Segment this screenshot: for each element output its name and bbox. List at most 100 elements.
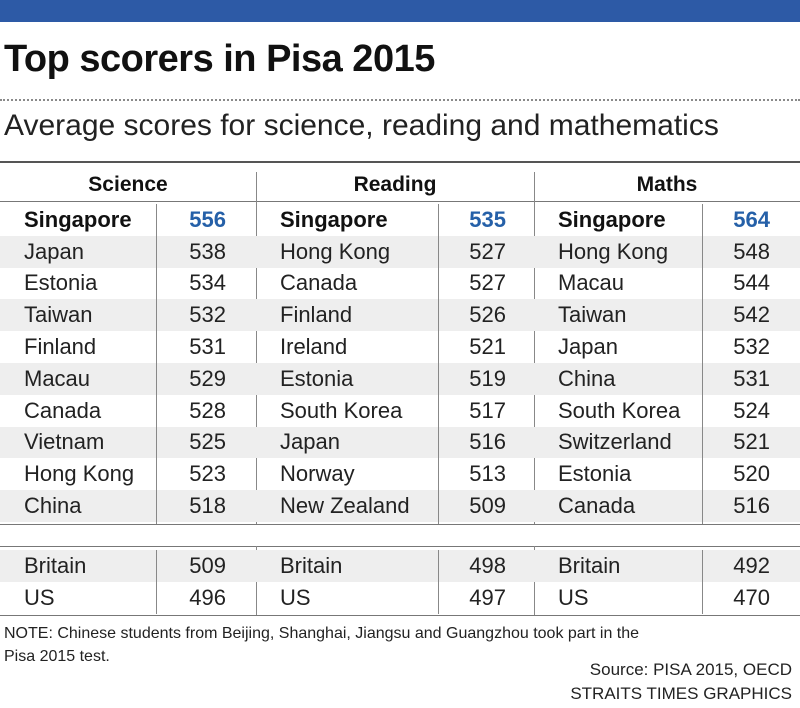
score-value: 556 (189, 206, 226, 232)
score-value: 531 (733, 365, 770, 391)
table-row: South Korea 524 (534, 395, 800, 427)
table-top-rule (0, 161, 800, 163)
column-divider (156, 204, 157, 524)
table-row: Estonia 520 (534, 458, 800, 490)
top10-list: Singapore 564 Hong Kong 548 Macau 544 Taiwan 54… (534, 204, 800, 522)
score-value: 498 (469, 552, 506, 578)
country-name: Taiwan (24, 302, 93, 328)
score-value: 525 (189, 429, 226, 455)
panel-reading: Reading (256, 170, 534, 200)
column-divider (438, 204, 439, 524)
country-name: Ireland (280, 334, 348, 360)
score-value: 521 (469, 334, 506, 360)
top10-list: Singapore 535 Hong Kong 527 Canada 527 Finland… (256, 204, 534, 522)
country-name: US (280, 584, 311, 610)
others-list: Britain 498 US 497 (256, 550, 534, 614)
panel-divider (256, 172, 257, 524)
table-row: Singapore 564 (534, 204, 800, 236)
table-row: Britain 509 (0, 550, 256, 582)
table-row: Macau 529 (0, 362, 256, 395)
country-name: US (558, 584, 589, 610)
table-row: New Zealand 509 (256, 490, 534, 522)
top10-list: Singapore 556 Japan 538 Estonia 534 Taiwan 532 F… (0, 204, 256, 522)
country-name: Finland (24, 334, 97, 360)
score-value: 516 (469, 429, 506, 455)
score-value: 526 (469, 302, 506, 328)
country-name: US (24, 584, 55, 610)
table-row: US 497 (256, 582, 534, 614)
others-list: Britain 509 US 496 (0, 550, 256, 614)
country-name: South Korea (280, 397, 403, 423)
score-value: 513 (469, 461, 506, 487)
country-name: Singapore (558, 206, 666, 232)
country-name: Hong Kong (280, 238, 391, 264)
table-note: NOTE: Chinese students from Beijing, Sha… (4, 625, 640, 665)
score-value: 470 (733, 584, 770, 610)
country-name: Finland (280, 302, 353, 328)
title-divider (0, 99, 800, 101)
table-row: Canada 528 (0, 395, 256, 427)
country-name: Estonia (558, 461, 632, 487)
country-name: Japan (280, 429, 340, 455)
score-value: 532 (733, 334, 770, 360)
table-bottom-rule (0, 615, 800, 616)
country-name: Singapore (24, 206, 132, 232)
score-value: 516 (733, 493, 770, 519)
column-divider (438, 550, 439, 614)
country-name: China (24, 493, 82, 519)
country-name: Hong Kong (24, 461, 135, 487)
table-row: Canada 516 (534, 490, 800, 522)
score-value: 534 (189, 270, 226, 296)
score-value: 531 (189, 334, 226, 360)
country-name: Estonia (24, 270, 98, 296)
top-color-bar (0, 0, 800, 22)
country-name: Canada (558, 493, 636, 519)
top10-bottom-rule (0, 524, 800, 525)
table-row: Hong Kong 523 (0, 458, 256, 490)
table-row: South Korea 517 (256, 395, 534, 427)
table-row: Britain 498 (256, 550, 534, 582)
panel-maths: Maths (534, 170, 800, 200)
country-name: Britain (24, 552, 87, 578)
column-divider (702, 550, 703, 614)
score-value: 564 (733, 206, 770, 232)
subject-header: Maths (636, 173, 698, 196)
table-row: US 470 (534, 582, 800, 614)
column-divider (156, 550, 157, 614)
page-subtitle: Average scores for science, reading and … (4, 109, 719, 142)
country-name: Britain (558, 552, 621, 578)
score-value: 521 (733, 429, 770, 455)
country-name: Japan (24, 238, 84, 264)
country-name: China (558, 365, 616, 391)
country-name: Macau (24, 365, 91, 391)
country-name: New Zealand (280, 493, 410, 519)
graphics-credit: STRAITS TIMES GRAPHICS (570, 684, 792, 703)
score-value: 527 (469, 270, 506, 296)
country-name: Britain (280, 552, 343, 578)
table-row: Hong Kong 548 (534, 235, 800, 268)
country-name: Macau (558, 270, 625, 296)
score-value: 528 (189, 397, 226, 423)
table-row: Britain 492 (534, 550, 800, 582)
score-value: 496 (189, 584, 226, 610)
score-value: 532 (189, 302, 226, 328)
country-name: South Korea (558, 397, 681, 423)
score-value: 509 (189, 552, 226, 578)
score-value: 527 (469, 238, 506, 264)
subject-header: Reading (353, 173, 437, 196)
page-title: Top scorers in Pisa 2015 (4, 38, 435, 80)
table-row: China 531 (534, 362, 800, 395)
table-row: Singapore 535 (256, 204, 534, 236)
score-value: 492 (733, 552, 770, 578)
score-value: 518 (189, 493, 226, 519)
country-name: Norway (280, 461, 355, 487)
table-row: Norway 513 (256, 458, 534, 490)
table-row: Macau 544 (534, 268, 800, 300)
table-row: Taiwan 542 (534, 299, 800, 332)
others-list: Britain 492 US 470 (534, 550, 800, 614)
subject-header: Science (88, 173, 168, 196)
score-value: 520 (733, 461, 770, 487)
panel-science: Science (0, 170, 256, 200)
score-value: 519 (469, 365, 506, 391)
table-row: Hong Kong 527 (256, 235, 534, 268)
